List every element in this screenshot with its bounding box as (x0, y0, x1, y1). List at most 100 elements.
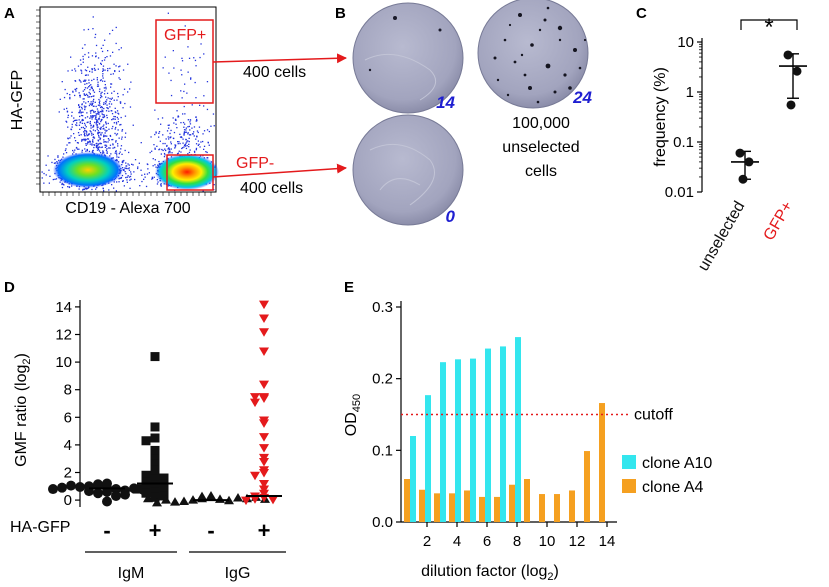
e-xtick-label: 6 (483, 533, 491, 550)
flow-xlabel: CD19 - Alexa 700 (65, 200, 191, 217)
e-xtick-label: 8 (513, 533, 521, 550)
d-point (93, 488, 103, 499)
d-point (141, 481, 151, 491)
d-point (150, 459, 160, 469)
d-point (150, 454, 160, 464)
panel-e-letter: E (344, 279, 354, 296)
e-bar-clone-a10 (440, 362, 446, 522)
d-point (259, 480, 269, 489)
chart-frequency: 10 1 0.1 0.01 frequency (%) unselected GFP+ * (652, 14, 807, 274)
d-point (150, 445, 160, 455)
d-ytick-label: 12 (55, 327, 72, 344)
d-point (120, 489, 130, 500)
e-bar-clone-a4 (584, 451, 590, 522)
e-ylabel: OD450 (343, 394, 363, 436)
d-point (150, 468, 160, 477)
e-cutoff-label: cutoff (634, 407, 673, 424)
c-ytick-label: 1 (686, 84, 694, 101)
d-point (132, 484, 142, 494)
sort-count-top: 400 cells (243, 64, 306, 81)
d-ytick-label: 0 (64, 492, 72, 509)
sort-arrow-bottom (212, 163, 347, 178)
gate-gfp-positive-label: GFP+ (164, 27, 206, 44)
d-point (206, 492, 216, 501)
e-bar-clone-a10 (455, 359, 461, 522)
d-point (233, 493, 243, 502)
d-point (159, 473, 169, 483)
d-point (268, 495, 278, 505)
d-point (241, 496, 251, 506)
d-ytick-label: 10 (55, 354, 72, 371)
dish-count-1: 14 (436, 93, 455, 112)
dish-caption-line-3: cells (525, 163, 557, 180)
d-sign-label: - (207, 518, 214, 543)
d-ytick-label: 6 (64, 409, 72, 426)
chart-gmf-ratio: 0 2 4 6 8 10 12 14 GMF ratio (log2) HA-GFP - + - + IgM… (10, 299, 286, 582)
e-bar-clone-a10 (470, 358, 476, 522)
dish-bottom (352, 114, 464, 226)
d-sign-label: + (258, 518, 271, 543)
d-sign-label: + (149, 518, 162, 543)
e-legend-label: clone A10 (642, 455, 712, 472)
d-row-label: HA-GFP (10, 519, 70, 536)
d-point (48, 484, 58, 495)
d-ytick-label: 8 (64, 382, 72, 399)
gate-gfp-negative (166, 154, 214, 191)
d-point (57, 482, 67, 493)
e-xtick-label: 4 (453, 533, 461, 550)
d-point (141, 436, 151, 446)
e-xtick-label: 14 (599, 533, 616, 550)
d-point (197, 491, 207, 501)
d-point (179, 496, 189, 505)
d-point (143, 493, 153, 503)
d-point (259, 469, 269, 478)
d-point (75, 481, 85, 492)
c-point (738, 174, 748, 184)
d-point (259, 433, 269, 442)
d-group-label: IgM (118, 565, 145, 582)
d-point (93, 479, 103, 490)
flow-blob-left (53, 152, 123, 188)
e-legend-swatch (622, 455, 636, 469)
e-bar-clone-a4 (449, 493, 455, 522)
d-point (150, 422, 160, 432)
e-legend-label: clone A4 (642, 479, 703, 496)
e-legend-swatch (622, 479, 636, 493)
d-point (102, 478, 112, 489)
e-xtick-label: 12 (569, 533, 586, 550)
d-point (250, 393, 260, 402)
flow-axis-ticks (36, 9, 212, 196)
e-bar-clone-a4 (554, 494, 560, 522)
d-point (259, 380, 269, 390)
d-point (250, 398, 260, 408)
d-point (150, 480, 160, 490)
d-ytick-label: 2 (64, 465, 72, 482)
d-point (150, 433, 160, 443)
d-point (150, 487, 160, 497)
d-point (259, 457, 269, 467)
d-ytick-label: 14 (55, 299, 72, 316)
e-bar-clone-a4 (464, 490, 470, 522)
e-bar-clone-a4 (569, 490, 575, 522)
c-significance-bracket (740, 19, 798, 30)
flow-plot: GFP+ (36, 6, 219, 196)
e-bar-clone-a10 (515, 337, 521, 522)
sort-arrow-top (212, 53, 347, 64)
d-point (259, 394, 269, 403)
e-bar-clone-a4 (599, 403, 605, 522)
d-point (111, 490, 121, 501)
d-point (170, 497, 180, 506)
d-point (259, 444, 269, 453)
flow-ylabel: HA-GFP (9, 70, 26, 130)
d-group-label: IgG (225, 565, 251, 582)
panel-c-letter: C (636, 5, 647, 22)
e-bar-clone-a10 (410, 436, 416, 522)
e-ytick-label: 0.0 (372, 514, 393, 531)
dish-top-left (352, 2, 464, 114)
e-ytick-label: 0.2 (372, 371, 393, 388)
c-ytick-label: 0.1 (673, 134, 694, 151)
panel-b-letter: B (335, 5, 346, 22)
c-point (786, 100, 796, 110)
e-bar-clone-a4 (404, 479, 410, 522)
